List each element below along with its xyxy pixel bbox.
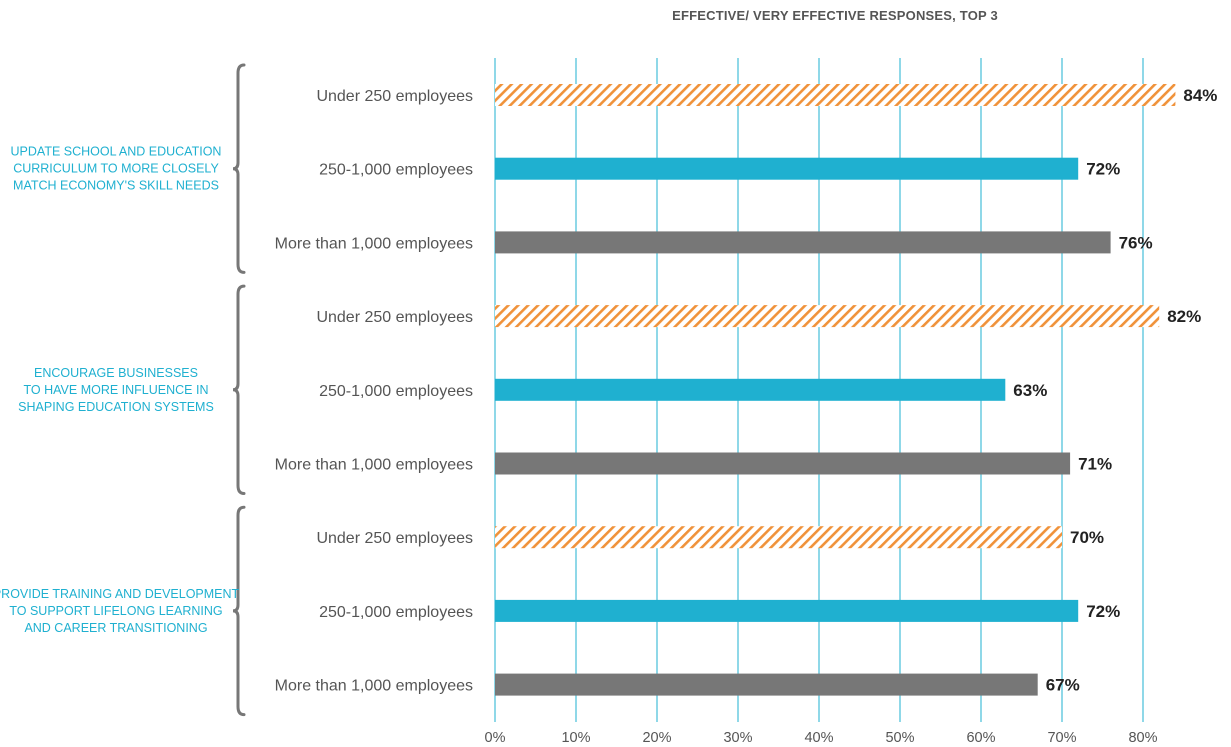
group-label: ENCOURAGE BUSINESSES [34,366,198,380]
group-label: SHAPING EDUCATION SYSTEMS [18,400,214,414]
chart-title: EFFECTIVE/ VERY EFFECTIVE RESPONSES, TOP… [672,8,998,23]
bar [495,157,1079,180]
x-tick-label: 30% [723,730,752,746]
bar [495,84,1176,106]
bar [495,378,1006,401]
data-label: 72% [1086,160,1120,179]
category-label: More than 1,000 employees [275,678,473,695]
group-label: CURRICULUM TO MORE CLOSELY [13,162,219,176]
bars [495,84,1176,696]
bar [495,599,1079,622]
category-label: More than 1,000 employees [275,457,473,474]
data-label: 67% [1046,676,1080,695]
group-label: MATCH ECONOMY'S SKILL NEEDS [13,179,219,193]
category-label: Under 250 employees [316,530,473,547]
category-label: More than 1,000 employees [275,235,473,252]
group-bracket [232,505,246,717]
group-label: PROVIDE TRAINING AND DEVELOPMENT [0,587,240,601]
data-label: 82% [1167,307,1201,326]
category-label: 250-1,000 employees [319,383,473,400]
group-label: TO HAVE MORE INFLUENCE IN [24,383,209,397]
x-tick-label: 80% [1128,730,1157,746]
group-label: TO SUPPORT LIFELONG LEARNING [9,604,222,618]
group-label: AND CAREER TRANSITIONING [24,621,207,635]
x-tick-label: 60% [966,730,995,746]
category-label: 250-1,000 employees [319,604,473,621]
group-label: UPDATE SCHOOL AND EDUCATION [11,145,222,159]
x-tick-label: 70% [1047,730,1076,746]
labels: 0% 10% 20% 30% 40% 50% 60% 70% 80% Under 250 empl… [0,63,1217,746]
x-tick-label: 10% [561,730,590,746]
bar [495,673,1038,696]
data-label: 63% [1013,381,1047,400]
x-tick-label: 0% [485,730,506,746]
bar [495,452,1071,475]
group-bracket [232,284,246,495]
data-label: 76% [1119,233,1153,252]
group-bracket [232,63,246,274]
data-label: 84% [1183,86,1217,105]
x-tick-label: 50% [885,730,914,746]
data-label: 71% [1078,455,1112,474]
category-label: Under 250 employees [316,88,473,105]
bar [495,305,1160,328]
category-label: Under 250 employees [316,309,473,326]
category-label: 250-1,000 employees [319,162,473,179]
data-label: 70% [1070,528,1104,547]
bar [495,231,1111,254]
x-tick-label: 40% [804,730,833,746]
bar [495,526,1062,549]
data-label: 72% [1086,602,1120,621]
x-tick-label: 20% [642,730,671,746]
